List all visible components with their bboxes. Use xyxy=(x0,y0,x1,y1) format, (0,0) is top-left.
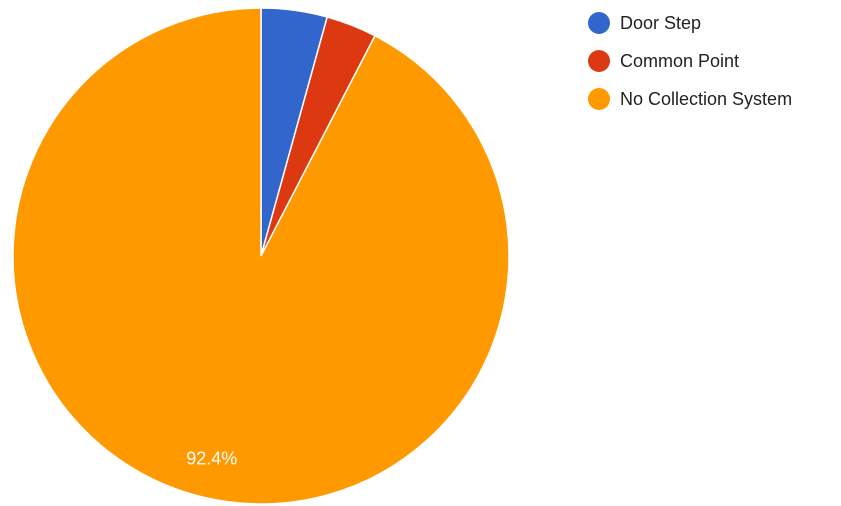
legend-swatch-icon xyxy=(588,12,610,34)
legend-item[interactable]: No Collection System xyxy=(588,80,792,118)
legend-item[interactable]: Common Point xyxy=(588,42,792,80)
pie-slice-no-collection-system[interactable] xyxy=(12,7,510,505)
legend-swatch-icon xyxy=(588,50,610,72)
legend-label: No Collection System xyxy=(620,88,793,109)
legend-item[interactable]: Door Step xyxy=(588,4,792,42)
pie-plot-area: 92.4% xyxy=(12,7,510,505)
legend-label: Door Step xyxy=(620,12,702,33)
slice-data-label: 92.4% xyxy=(186,448,237,468)
legend: Door Step Common Point No Collection Syste… xyxy=(588,4,792,118)
legend-label: Common Point xyxy=(620,50,740,71)
legend-swatch-icon xyxy=(588,88,610,110)
